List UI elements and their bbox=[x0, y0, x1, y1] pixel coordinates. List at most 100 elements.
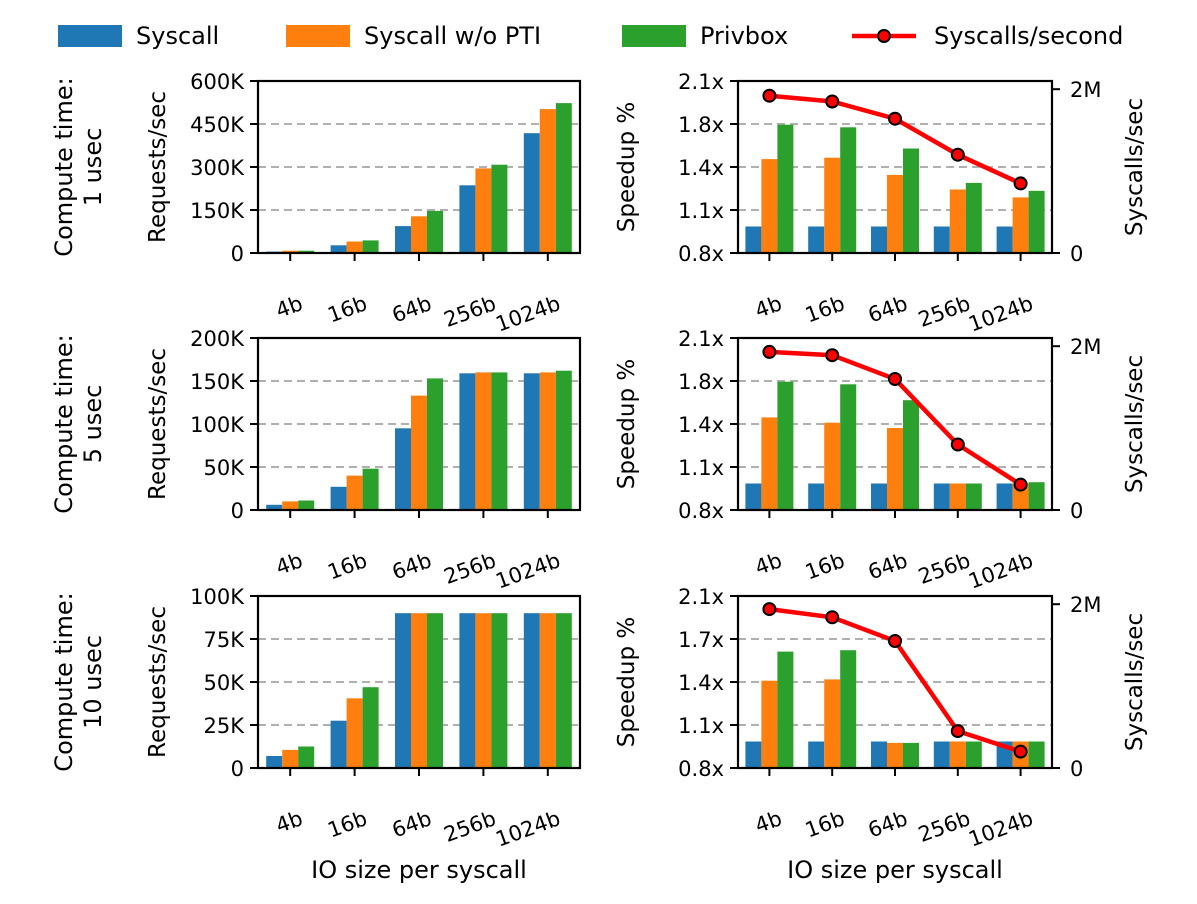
legend-label-2: Privbox bbox=[700, 22, 788, 50]
y-tick-label: 600K bbox=[190, 70, 245, 94]
bar-syscall-64b bbox=[395, 428, 411, 510]
row-label-line-1: Compute time: bbox=[50, 334, 78, 513]
x-tick-label: 16b bbox=[802, 806, 848, 842]
syscalls-point-4b bbox=[762, 344, 777, 359]
bar-privbox-4b bbox=[777, 381, 794, 510]
syscalls-per-second-line bbox=[769, 606, 1022, 754]
syscalls-point-16b bbox=[825, 348, 840, 363]
bar-privbox-256b bbox=[491, 372, 508, 510]
bar-privbox-4b bbox=[298, 250, 315, 253]
row-label: Compute time:1 usec bbox=[50, 77, 107, 256]
y-tick-label: 50K bbox=[204, 671, 246, 695]
bar-privbox-256b bbox=[965, 182, 982, 253]
syscalls-point-1024b bbox=[1013, 176, 1028, 191]
axes-frame bbox=[736, 79, 1054, 255]
x-tick-label: 1024b bbox=[965, 291, 1036, 336]
y-axis-label: Speedup % bbox=[614, 102, 640, 232]
bar-privbox-1024b bbox=[555, 613, 572, 768]
y-tick-label: 1.4x bbox=[678, 156, 724, 180]
y-tick-label: 450K bbox=[190, 113, 245, 137]
x-tick-label: 4b bbox=[273, 548, 306, 580]
x-tick-label: 16b bbox=[802, 291, 848, 327]
row-label-line-1: Compute time: bbox=[50, 592, 78, 771]
bar-syscall-w-o-pti-1024b bbox=[539, 109, 556, 253]
bar-syscall-1024b bbox=[523, 373, 540, 510]
row-label-line-2: 10 usec bbox=[79, 635, 107, 729]
y-tick-label: 0.8x bbox=[678, 499, 724, 523]
bar-syscall-16b bbox=[330, 245, 347, 253]
bar-syscall-w-o-pti-256b bbox=[949, 189, 966, 253]
bar-privbox-16b bbox=[840, 127, 857, 253]
bar-syscall-64b bbox=[871, 226, 887, 253]
bar-syscall-w-o-pti-64b bbox=[887, 742, 903, 768]
syscalls-point-64b bbox=[888, 372, 902, 386]
bar-syscall-64b bbox=[395, 613, 411, 768]
y-tick-label: 100K bbox=[190, 413, 245, 437]
x-tick-label: 256b bbox=[441, 548, 499, 589]
legend-swatch-1 bbox=[286, 25, 350, 47]
y-tick-label: 2.1x bbox=[678, 327, 724, 351]
y-tick-label: 200K bbox=[190, 327, 245, 351]
bar-syscall-256b bbox=[459, 613, 476, 768]
bar-syscall-w-o-pti-4b bbox=[761, 680, 778, 768]
syscalls-point-16b bbox=[825, 94, 840, 109]
y2-tick-label: 2M bbox=[1070, 78, 1101, 102]
y-tick-label: 1.1x bbox=[678, 714, 724, 738]
y-axis-label: Speedup % bbox=[614, 359, 640, 489]
bar-privbox-64b bbox=[427, 613, 443, 768]
bar-privbox-4b bbox=[298, 500, 315, 510]
bar-syscall-16b bbox=[808, 226, 825, 253]
bar-syscall-w-o-pti-4b bbox=[761, 417, 778, 510]
bar-privbox-16b bbox=[840, 384, 857, 510]
y-tick-label: 150K bbox=[190, 199, 245, 223]
bar-syscall-64b bbox=[395, 226, 411, 253]
y-tick-label: 100K bbox=[190, 585, 245, 609]
x-tick-label: 16b bbox=[324, 291, 370, 327]
x-tick-label: 4b bbox=[273, 291, 306, 323]
bar-privbox-256b bbox=[965, 741, 982, 768]
bar-syscall-1024b bbox=[523, 613, 540, 768]
syscalls-point-256b bbox=[950, 437, 965, 452]
y-axis-label: Requests/sec bbox=[145, 606, 171, 758]
syscalls-per-second-line bbox=[769, 93, 1022, 186]
y2-tick-label: 2M bbox=[1070, 335, 1101, 359]
y-tick-label: 2.1x bbox=[678, 70, 724, 94]
x-tick-label: 4b bbox=[752, 806, 785, 838]
y2-tick-label: 0 bbox=[1070, 757, 1083, 781]
bar-syscall-16b bbox=[808, 483, 825, 510]
axes-frame bbox=[256, 79, 582, 255]
y-tick-label: 1.7x bbox=[678, 628, 724, 652]
bar-privbox-64b bbox=[427, 210, 443, 253]
bar-syscall-w-o-pti-256b bbox=[475, 168, 492, 253]
x-tick-label: 1024b bbox=[493, 291, 564, 336]
bar-privbox-16b bbox=[362, 687, 379, 768]
bar-syscall-w-o-pti-16b bbox=[824, 157, 841, 253]
row-label-line-2: 1 usec bbox=[79, 128, 107, 207]
bar-privbox-1024b bbox=[555, 370, 572, 510]
row-label: Compute time:10 usec bbox=[50, 592, 107, 771]
bar-syscall-256b bbox=[933, 226, 950, 253]
y-tick-label: 1.1x bbox=[678, 199, 724, 223]
y2-tick-label: 2M bbox=[1070, 593, 1101, 617]
bar-privbox-1024b bbox=[1028, 190, 1045, 253]
x-tick-label: 64b bbox=[865, 806, 911, 842]
bar-syscall-w-o-pti-4b bbox=[282, 250, 299, 253]
y-tick-label: 300K bbox=[190, 156, 245, 180]
y-tick-label: 50K bbox=[204, 456, 246, 480]
bar-privbox-256b bbox=[491, 613, 508, 768]
bar-syscall-4b bbox=[266, 756, 283, 768]
legend-label-3: Syscalls/second bbox=[934, 22, 1123, 50]
bar-privbox-1024b bbox=[1028, 482, 1045, 510]
bar-syscall-w-o-pti-4b bbox=[282, 501, 299, 510]
legend-label-0: Syscall bbox=[136, 22, 219, 50]
x-tick-label: 64b bbox=[389, 806, 435, 842]
y-tick-label: 2.1x bbox=[678, 585, 724, 609]
syscalls-point-64b bbox=[888, 111, 902, 126]
x-tick-label: 16b bbox=[324, 806, 370, 842]
y2-axis-label: Syscalls/sec bbox=[1122, 355, 1148, 493]
bar-privbox-16b bbox=[840, 650, 857, 768]
bar-privbox-64b bbox=[903, 148, 919, 253]
